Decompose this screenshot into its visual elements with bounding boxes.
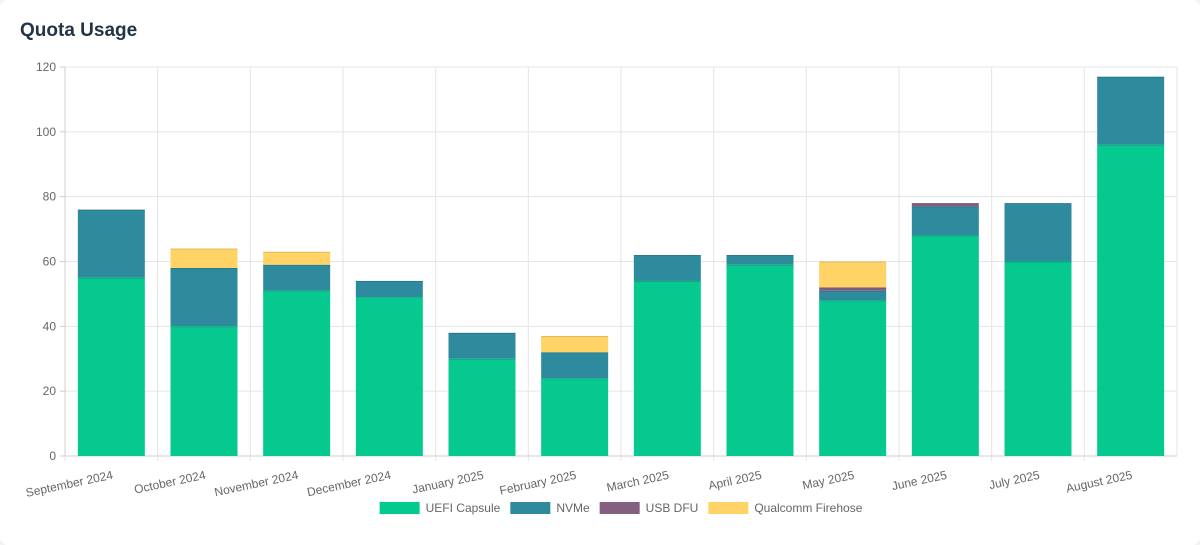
bar-uefi-capsule-june-2025[interactable] bbox=[911, 235, 979, 456]
legend-label: NVMe bbox=[556, 501, 590, 515]
x-tick-label: July 2025 bbox=[988, 468, 1041, 492]
bar-uefi-capsule-december-2024[interactable] bbox=[355, 297, 423, 456]
y-tick-label: 60 bbox=[43, 255, 57, 269]
axes bbox=[64, 67, 1177, 457]
x-axis-ticks: September 2024 October 2024 November 2024 D… bbox=[24, 468, 1133, 500]
bar-uefi-capsule-october-2024[interactable] bbox=[170, 326, 238, 456]
legend-item-uefi-capsule[interactable]: UEFI Capsule bbox=[379, 501, 501, 515]
legend: UEFI Capsule NVMe USB DFU Qualcomm Firehose bbox=[379, 501, 863, 515]
bar-uefi-capsule-july-2025[interactable] bbox=[1004, 261, 1072, 457]
legend-item-nvme[interactable]: NVMe bbox=[510, 501, 590, 515]
legend-swatch bbox=[379, 502, 420, 514]
x-tick-label: February 2025 bbox=[498, 468, 578, 498]
bar-uefi-capsule-january-2025[interactable] bbox=[448, 358, 516, 456]
bar-nvme-april-2025[interactable] bbox=[726, 255, 794, 265]
bar-uefi-capsule-november-2024[interactable] bbox=[263, 290, 331, 456]
x-tick-label: January 2025 bbox=[411, 468, 485, 497]
x-tick-label: March 2025 bbox=[605, 468, 670, 495]
bar-nvme-february-2025[interactable] bbox=[541, 352, 609, 379]
bar-nvme-october-2024[interactable] bbox=[170, 267, 238, 327]
bar-uefi-capsule-august-2025[interactable] bbox=[1097, 144, 1165, 457]
bar-nvme-january-2025[interactable] bbox=[448, 332, 516, 359]
bar-uefi-capsule-march-2025[interactable] bbox=[633, 280, 701, 456]
bar-nvme-june-2025[interactable] bbox=[911, 206, 979, 236]
y-tick-label: 40 bbox=[43, 319, 57, 333]
bar-uefi-capsule-february-2025[interactable] bbox=[541, 378, 609, 456]
chart-title: Quota Usage bbox=[20, 20, 138, 41]
bars bbox=[77, 76, 1165, 457]
bar-usb-dfu-june-2025[interactable] bbox=[911, 203, 979, 207]
y-tick-label: 20 bbox=[43, 384, 57, 398]
bar-qualcomm-firehose-october-2024[interactable] bbox=[170, 248, 238, 268]
bar-nvme-august-2025[interactable] bbox=[1097, 76, 1165, 145]
bar-uefi-capsule-september-2024[interactable] bbox=[77, 277, 145, 456]
y-tick-label: 100 bbox=[36, 125, 56, 139]
bar-nvme-july-2025[interactable] bbox=[1004, 203, 1072, 262]
bar-nvme-november-2024[interactable] bbox=[263, 264, 331, 291]
grid-lines bbox=[60, 66, 1178, 461]
legend-label: UEFI Capsule bbox=[426, 501, 501, 515]
x-tick-label: November 2024 bbox=[213, 468, 300, 500]
bar-qualcomm-firehose-february-2025[interactable] bbox=[541, 336, 609, 353]
x-tick-label: April 2025 bbox=[707, 468, 763, 493]
x-tick-label: June 2025 bbox=[890, 468, 948, 493]
bar-uefi-capsule-april-2025[interactable] bbox=[726, 264, 794, 456]
legend-swatch bbox=[510, 502, 551, 514]
legend-label: Qualcomm Firehose bbox=[754, 501, 862, 515]
bar-qualcomm-firehose-november-2024[interactable] bbox=[263, 251, 331, 265]
bar-uefi-capsule-may-2025[interactable] bbox=[819, 300, 887, 456]
x-tick-label: October 2024 bbox=[133, 468, 207, 497]
legend-item-usb-dfu[interactable]: USB DFU bbox=[599, 501, 699, 515]
legend-swatch bbox=[599, 502, 640, 514]
y-tick-label: 120 bbox=[36, 60, 56, 74]
x-tick-label: August 2025 bbox=[1065, 468, 1134, 496]
legend-swatch bbox=[708, 502, 749, 514]
bar-nvme-may-2025[interactable] bbox=[819, 290, 887, 301]
bar-usb-dfu-may-2025[interactable] bbox=[819, 287, 887, 291]
legend-label: USB DFU bbox=[646, 501, 699, 515]
x-tick-label: September 2024 bbox=[24, 468, 114, 500]
bar-nvme-march-2025[interactable] bbox=[633, 255, 701, 281]
y-axis-ticks: 0 20 40 60 80 100 120 bbox=[36, 60, 56, 463]
y-tick-label: 80 bbox=[43, 190, 57, 204]
bar-nvme-september-2024[interactable] bbox=[77, 209, 145, 278]
legend-item-qualcomm-firehose[interactable]: Qualcomm Firehose bbox=[708, 501, 863, 515]
x-tick-label: May 2025 bbox=[801, 468, 856, 493]
x-tick-label: December 2024 bbox=[306, 468, 393, 500]
bar-nvme-december-2024[interactable] bbox=[355, 280, 423, 298]
bar-qualcomm-firehose-may-2025[interactable] bbox=[819, 261, 887, 288]
y-tick-label: 0 bbox=[49, 449, 56, 463]
